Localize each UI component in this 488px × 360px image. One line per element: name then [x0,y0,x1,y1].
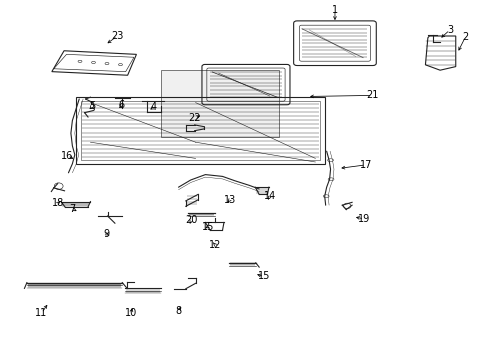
Text: 9: 9 [103,229,109,239]
Text: 6: 6 [118,100,124,110]
Text: 7: 7 [69,204,75,214]
Text: 12: 12 [208,240,221,250]
Text: 16: 16 [61,150,74,161]
Text: 20: 20 [185,215,198,225]
Text: 21: 21 [366,90,378,100]
Text: 3: 3 [446,25,452,35]
Text: 17: 17 [359,160,371,170]
Text: 15: 15 [201,222,214,232]
Text: 11: 11 [35,308,48,318]
Text: 4: 4 [151,102,157,112]
Bar [81,101,320,160]
Text: 18: 18 [51,198,64,208]
Bar [161,70,278,137]
Text: 8: 8 [175,306,181,316]
Text: 15: 15 [257,271,270,282]
Text: 23: 23 [111,31,123,41]
Text: 1: 1 [331,5,337,15]
Bar [76,97,325,164]
Text: 22: 22 [188,113,201,123]
Text: 13: 13 [223,195,236,205]
Text: 19: 19 [357,214,370,224]
Text: 2: 2 [462,32,468,42]
Text: 5: 5 [89,101,95,111]
Text: 14: 14 [263,191,276,201]
Text: 10: 10 [124,308,137,318]
